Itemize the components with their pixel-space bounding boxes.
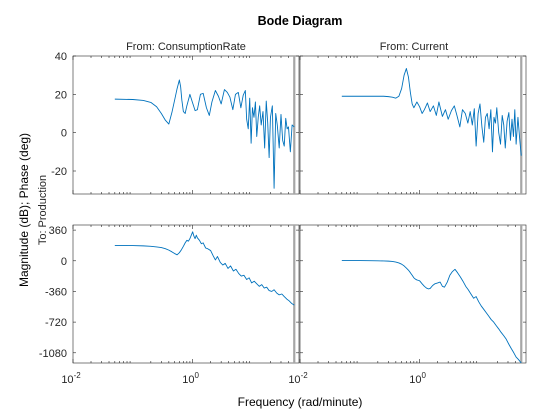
y-tick-label: 0 <box>61 128 67 140</box>
y-axis-label: Magnitude (dB); Phase (deg) <box>17 133 31 287</box>
axes-frame <box>72 224 300 364</box>
x-axis-label: Frequency (rad/minute) <box>238 395 363 409</box>
column-title-current: From: Current <box>380 41 448 53</box>
y-tick-label: 20 <box>55 89 67 101</box>
y-tick-label: -20 <box>51 166 67 178</box>
chart-title: Bode Diagram <box>258 14 343 28</box>
y-tick-label: -1080 <box>39 348 67 360</box>
y-tick-label: 0 <box>61 256 67 268</box>
y-tick-label: 360 <box>49 225 67 237</box>
axes-magnitude-current <box>299 55 527 195</box>
y-tick-label: -720 <box>45 317 67 329</box>
axes-phase-current: 10-2 100 <box>288 224 527 386</box>
curve-phase-consumptionrate <box>114 231 295 306</box>
axes-magnitude-consumptionrate: 40 20 0 -20 <box>51 51 300 195</box>
curve-phase-current <box>341 260 522 363</box>
curve-magnitude-current <box>341 68 522 156</box>
y-tick-label: 40 <box>55 51 67 63</box>
curve-magnitude-consumptionrate <box>114 79 295 189</box>
y-tick-label: -360 <box>45 286 67 298</box>
axes-frame <box>299 224 527 364</box>
axes-frame <box>299 55 527 195</box>
column-title-consumptionrate: From: ConsumptionRate <box>126 41 246 53</box>
output-label: To: Production <box>37 175 49 245</box>
